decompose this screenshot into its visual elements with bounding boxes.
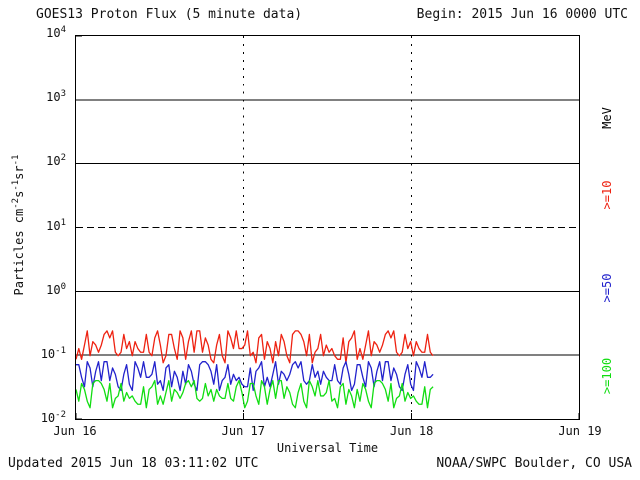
y-tick-label: 104 [46, 25, 66, 40]
y-tick-label: 10-1 [40, 345, 66, 361]
y-axis-title-part: -2 [11, 197, 21, 209]
flux-trace-10 [76, 330, 434, 364]
x-axis-title: Universal Time [276, 441, 379, 455]
y-tick-label: 103 [46, 89, 66, 105]
y-axis-title-part: sr [12, 165, 26, 180]
threshold-label: >=10 [600, 180, 614, 210]
x-tick-label: Jun 16 [53, 424, 97, 438]
y-tick-label: 102 [46, 153, 66, 169]
x-tick-label: Jun 19 [558, 424, 602, 438]
y-tick-label: 101 [46, 217, 66, 233]
y-axis-title-part: -1 [11, 179, 21, 191]
flux-trace-100 [76, 379, 434, 409]
chart-canvas [76, 36, 579, 419]
begin-timestamp: Begin: 2015 Jun 16 0000 UTC [416, 7, 628, 22]
y-axis-title-part: -1 [11, 154, 21, 166]
plot-area [75, 35, 580, 420]
x-tick-label: Jun 17 [221, 424, 265, 438]
threshold-label: >=100 [600, 358, 614, 395]
source-credit: NOAA/SWPC Boulder, CO USA [436, 456, 632, 471]
threshold-label: >=50 [600, 274, 614, 303]
right-axis-unit-label: MeV [600, 107, 614, 130]
y-tick-label: 100 [46, 281, 66, 297]
updated-timestamp: Updated 2015 Jun 18 03:11:02 UTC [8, 456, 259, 471]
flux-trace-50 [76, 361, 434, 392]
y-tick-label: 10-2 [40, 410, 66, 425]
x-tick-label: Jun 18 [389, 424, 434, 438]
chart-title: GOES13 Proton Flux (5 minute data) [36, 7, 303, 22]
y-axis-title-part: Particles cm [12, 208, 26, 296]
y-axis-title: Particles cm-2s-1sr-1 [11, 154, 26, 296]
